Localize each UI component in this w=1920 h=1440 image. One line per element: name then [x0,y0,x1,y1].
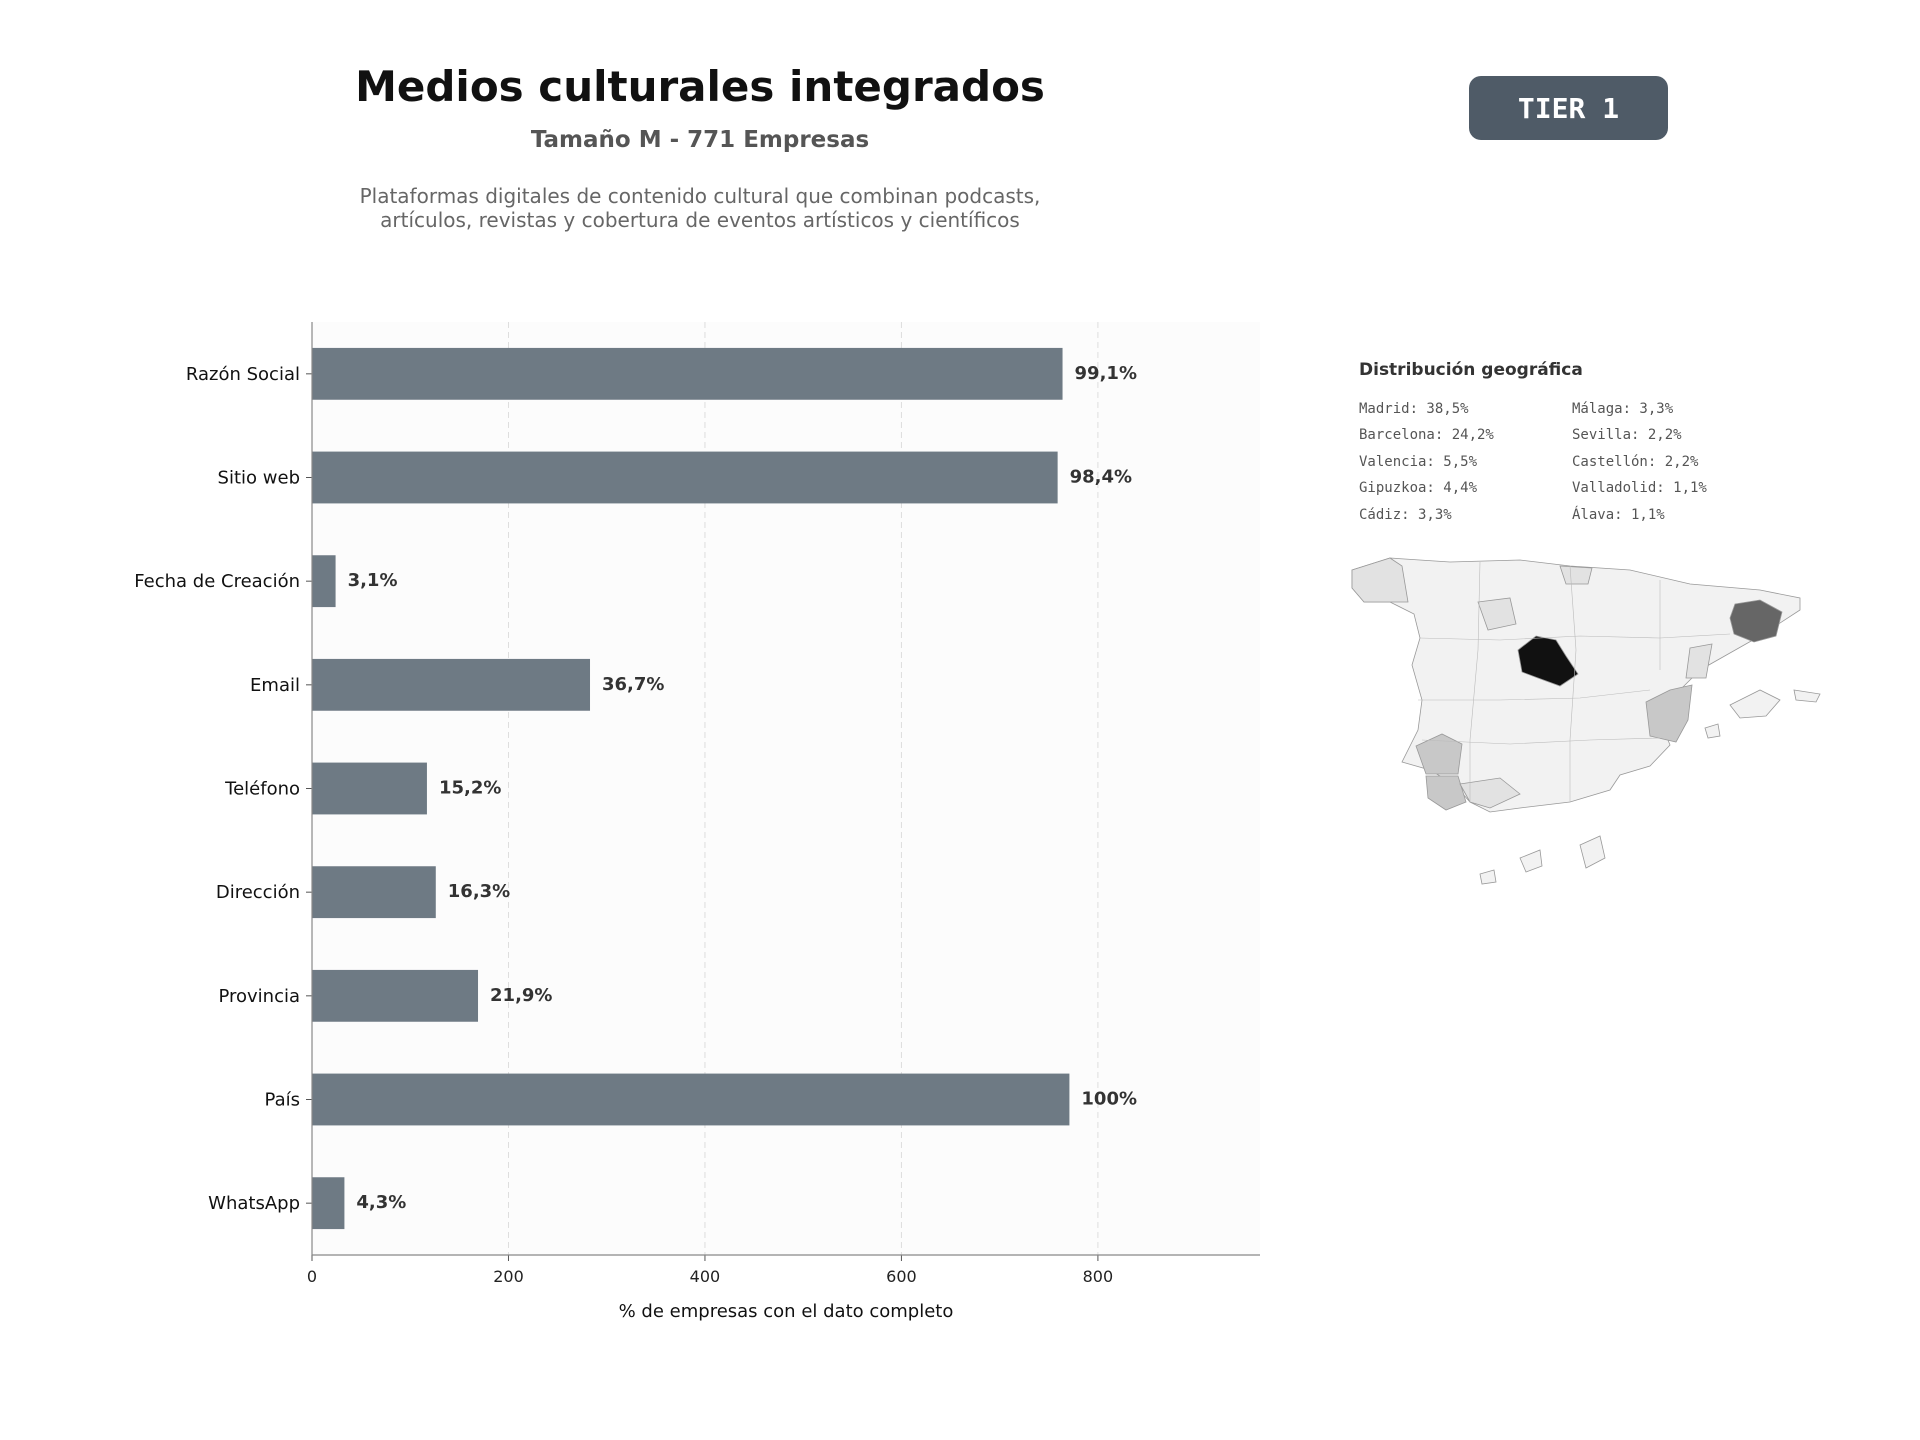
bar-1 [312,452,1058,504]
geo-entry: Gipuzkoa: 4,4% [1359,480,1477,496]
category-label: Email [250,675,300,696]
map-ibiza [1705,724,1720,738]
value-label: 21,9% [490,985,552,1006]
geo-entry: Sevilla: 2,2% [1572,427,1682,443]
category-label: País [265,1090,300,1111]
tier-badge: TIER 1 [1469,76,1668,140]
geo-distribution-title: Distribución geográfica [1359,360,1583,380]
value-label: 100% [1081,1089,1137,1110]
map-canary-center [1520,850,1542,872]
bar-0 [312,348,1063,400]
map-canary-east [1580,836,1605,868]
value-label: 36,7% [602,674,664,695]
x-tick-label: 200 [493,1267,524,1286]
x-tick-label: 400 [690,1267,721,1286]
map-peninsula [1352,558,1800,812]
category-label: WhatsApp [208,1193,300,1214]
geo-entry: Valencia: 5,5% [1359,454,1477,470]
value-label: 16,3% [448,881,510,902]
geo-entry: Málaga: 3,3% [1572,401,1673,417]
category-label: Razón Social [186,364,300,385]
geo-entry: Cádiz: 3,3% [1359,507,1452,523]
map-canary-west [1480,870,1496,884]
bar-7 [312,1074,1069,1126]
x-tick-label: 600 [886,1267,917,1286]
x-tick-label: 0 [307,1267,317,1286]
value-label: 4,3% [356,1192,406,1213]
geo-entry: Barcelona: 24,2% [1359,427,1494,443]
category-label: Dirección [216,882,300,903]
x-tick-label: 800 [1083,1267,1114,1286]
geo-entry: Valladolid: 1,1% [1572,480,1707,496]
bar-4 [312,763,427,815]
category-label: Provincia [218,986,300,1007]
map-menorca [1794,690,1820,702]
category-label: Fecha de Creación [134,571,300,592]
x-axis-label: % de empresas con el dato completo [619,1301,954,1322]
category-label: Sitio web [218,468,300,489]
geo-entry: Madrid: 38,5% [1359,401,1469,417]
bar-6 [312,970,478,1022]
bar-8 [312,1177,344,1229]
geo-entry: Álava: 1,1% [1572,507,1665,523]
value-label: 3,1% [348,570,398,591]
value-label: 15,2% [439,778,501,799]
map-castellon [1686,644,1712,678]
bar-chart: 0 200 400 600 800 Razón Social 99,1% Sitio web 9… [0,0,1300,1360]
bar-3 [312,659,590,711]
map-mallorca [1730,690,1780,718]
map-basque-country [1560,566,1592,584]
category-label: Teléfono [224,779,300,800]
bar-2 [312,555,336,607]
map-galicia [1352,558,1408,602]
value-label: 98,4% [1070,467,1132,488]
spain-map [1330,540,1850,910]
geo-entry: Castellón: 2,2% [1572,454,1698,470]
bar-5 [312,866,436,918]
value-label: 99,1% [1075,363,1137,384]
